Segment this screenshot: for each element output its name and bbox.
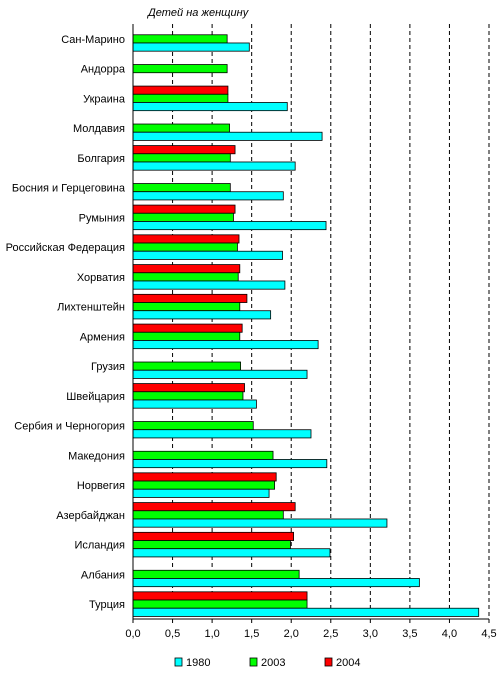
bar-2003	[132, 64, 228, 74]
bar-2003	[132, 212, 234, 222]
category-label: Сербия и Черногория	[14, 421, 125, 433]
bar-2003	[132, 421, 254, 431]
bar-2003	[132, 331, 241, 341]
bar-1980	[132, 42, 250, 52]
bar-2003	[132, 569, 300, 579]
category-label: Исландия	[74, 540, 125, 552]
bar-1980	[132, 221, 327, 231]
category-label: Грузия	[91, 361, 125, 373]
x-tick-label: 4,0	[442, 628, 457, 640]
bar-2003	[132, 183, 231, 193]
bar-2003	[132, 93, 229, 103]
category-label: Сан-Марино	[61, 34, 125, 46]
bar-1980	[132, 191, 284, 201]
category-label: Лихтенштейн	[57, 302, 125, 314]
bar-1980	[132, 250, 283, 260]
x-tick-label: 2,5	[323, 628, 338, 640]
bar-2004	[132, 234, 240, 244]
x-tick-label: 2,0	[284, 628, 299, 640]
bar-2004	[132, 502, 296, 512]
bar-1980	[132, 429, 312, 439]
x-tick-label: 1,5	[244, 628, 259, 640]
x-tick-label: 3,0	[363, 628, 378, 640]
bar-2004	[132, 264, 241, 274]
legend-swatch-2004	[324, 657, 333, 667]
bar-2003	[132, 510, 284, 520]
bar-2003	[132, 272, 239, 282]
bar-2003	[132, 153, 231, 163]
category-label: Российская Федерация	[6, 242, 125, 254]
bar-2004	[132, 531, 294, 541]
category-label: Армения	[80, 331, 125, 343]
bar-2004	[132, 204, 236, 214]
x-tick-label: 1,0	[204, 628, 219, 640]
category-label: Болгария	[77, 153, 125, 165]
legend-label: 2003	[261, 657, 285, 669]
legend-label: 1980	[186, 657, 210, 669]
category-label: Норвегия	[77, 480, 125, 492]
category-label: Албания	[81, 569, 125, 581]
category-label: Македония	[68, 450, 125, 462]
bar-2003	[132, 450, 274, 460]
bar-2003	[132, 540, 291, 550]
x-tick-label: 0,0	[125, 628, 140, 640]
bar-2003	[132, 123, 230, 133]
category-label: Швейцария	[66, 391, 125, 403]
unit-label: Детей на женщину	[148, 7, 249, 19]
category-label: Украина	[83, 93, 126, 105]
category-label: Хорватия	[77, 272, 125, 284]
bar-2004	[132, 591, 308, 601]
legend-label: 2004	[336, 657, 360, 669]
bar-2003	[132, 302, 241, 312]
bar-1980	[132, 488, 270, 498]
legend-swatch-1980	[174, 657, 183, 667]
x-tick-label: 0,5	[165, 628, 180, 640]
legend-swatch-2003	[249, 657, 258, 667]
bar-1980	[132, 161, 296, 171]
bar-2004	[132, 472, 277, 482]
category-label: Андорра	[81, 64, 126, 76]
bar-1980	[132, 102, 288, 112]
bar-2003	[132, 480, 276, 490]
bar-1980	[132, 548, 331, 558]
bar-2004	[132, 293, 248, 303]
bar-2004	[132, 383, 245, 393]
bar-1980	[132, 607, 480, 617]
bar-2003	[132, 242, 238, 252]
bar-2004	[132, 145, 236, 155]
x-tick-label: 4,5	[481, 628, 496, 640]
bar-1980	[132, 578, 420, 588]
category-label: Румыния	[79, 212, 125, 224]
category-label: Азербайджан	[56, 510, 125, 522]
category-label: Молдавия	[73, 123, 125, 135]
bar-2003	[132, 361, 241, 371]
x-tick-label: 3,5	[402, 628, 417, 640]
bar-2004	[132, 323, 243, 333]
bar-2003	[132, 599, 308, 609]
bar-1980	[132, 518, 388, 528]
bar-1980	[132, 459, 328, 469]
bar-2003	[132, 34, 228, 44]
category-label: Турция	[89, 599, 125, 611]
bar-1980	[132, 369, 308, 379]
category-label: Босния и Герцеговина	[12, 183, 126, 195]
bar-1980	[132, 340, 319, 350]
bar-1980	[132, 310, 272, 320]
bar-1980	[132, 280, 286, 290]
bar-2004	[132, 85, 229, 95]
bar-1980	[132, 399, 257, 409]
bar-1980	[132, 131, 323, 141]
bar-2003	[132, 391, 244, 401]
